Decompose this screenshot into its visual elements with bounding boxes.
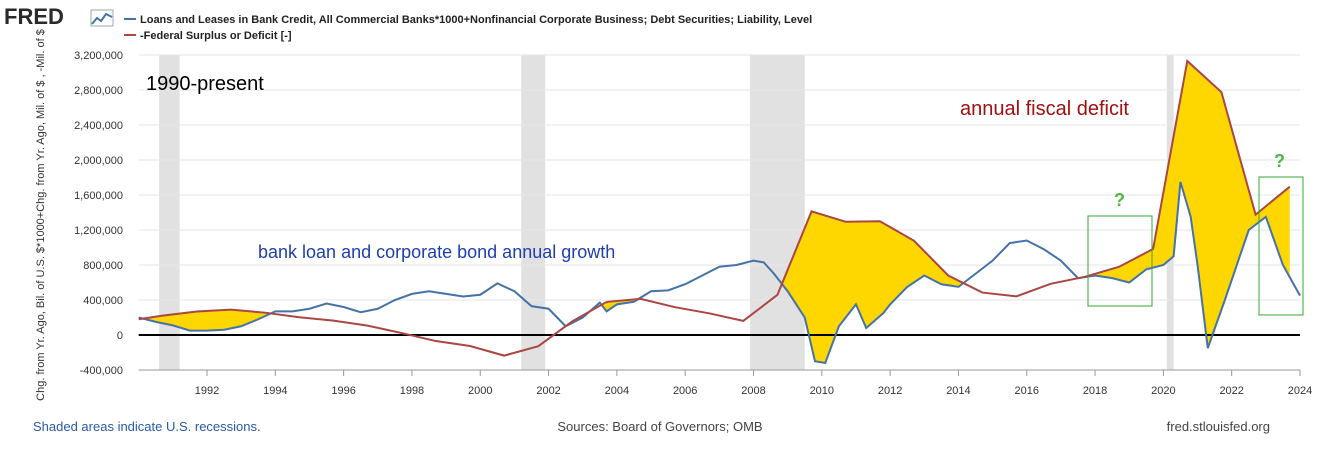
annotation: bank loan and corporate bond annual grow…: [258, 242, 615, 262]
logo: FRED: [4, 4, 64, 29]
series-line: [138, 181, 1301, 365]
x-tick-label: 1994: [263, 385, 287, 397]
y-tick-label: 2,800,000: [74, 85, 123, 97]
x-tick-label: 2004: [605, 385, 629, 397]
x-tick-label: 2012: [878, 385, 902, 397]
x-tick-label: 1998: [400, 385, 424, 397]
highlight-box: [1087, 215, 1153, 307]
y-tick-label: 3,200,000: [74, 50, 123, 62]
legend-label: -Federal Surplus or Deficit [-]: [140, 30, 292, 42]
x-tick-label: 2008: [741, 385, 765, 397]
x-tick-label: 2010: [810, 385, 834, 397]
x-tick-label: 2018: [1083, 385, 1107, 397]
x-tick-label: 2016: [1015, 385, 1039, 397]
y-axis-label: Chg. from Yr. Ago, Bil. of U.S. $*1000+C…: [35, 29, 47, 401]
x-tick-label: 1996: [331, 385, 355, 397]
y-tick-label: 2,000,000: [74, 155, 123, 167]
x-tick-label: 2002: [536, 385, 560, 397]
legend-label: Loans and Leases in Bank Credit, All Com…: [140, 14, 812, 26]
y-tick-label: 1,600,000: [74, 190, 123, 202]
x-tick-label: 2014: [946, 385, 970, 397]
recession-band: [750, 55, 805, 370]
source: Sources: Board of Governors; OMB: [557, 419, 762, 434]
x-tick-label: 2024: [1288, 385, 1312, 397]
annotation: annual fiscal deficit: [960, 98, 1129, 120]
y-tick-label: -400,000: [80, 365, 123, 377]
series-line: [138, 58, 1291, 357]
y-tick-label: 2,400,000: [74, 120, 123, 132]
recession-band: [159, 55, 180, 370]
highlight-box: [1258, 176, 1304, 316]
x-tick-label: 2020: [1151, 385, 1175, 397]
y-tick-label: 1,200,000: [74, 225, 123, 237]
recession-band: [521, 55, 546, 370]
y-tick-label: 800,000: [83, 260, 123, 272]
x-tick-label: 2006: [673, 385, 697, 397]
x-tick-label: 2000: [468, 385, 492, 397]
annotation: ?: [1274, 151, 1285, 171]
logo-icon: [90, 9, 114, 27]
annotation: ?: [1114, 190, 1125, 210]
x-tick-label: 2022: [1219, 385, 1243, 397]
y-tick-label: 400,000: [83, 295, 123, 307]
recession-note: Shaded areas indicate U.S. recessions.: [33, 419, 261, 434]
x-tick-label: 1992: [195, 385, 219, 397]
site-url: fred.stlouisfed.org: [1167, 419, 1270, 434]
annotation: 1990-present: [146, 73, 264, 95]
y-tick-label: 0: [117, 330, 123, 342]
